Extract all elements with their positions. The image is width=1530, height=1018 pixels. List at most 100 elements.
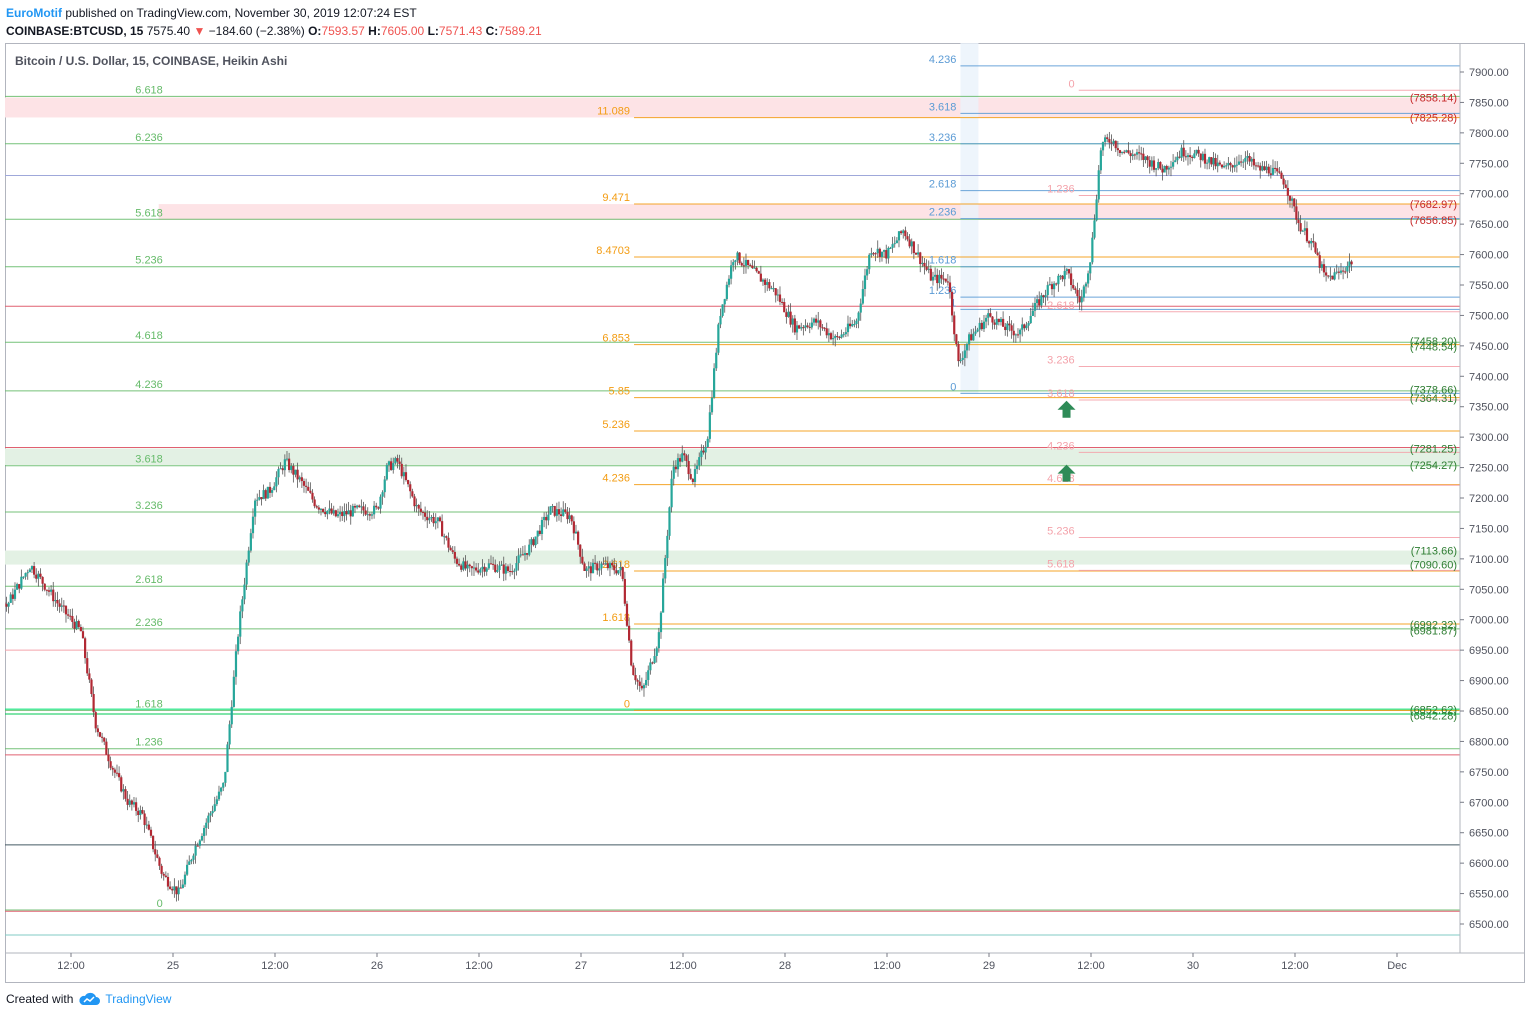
- candle-down: [432, 516, 435, 524]
- candle-down: [564, 509, 567, 512]
- candle-down: [1284, 184, 1287, 188]
- candle-down: [302, 481, 306, 486]
- candle-up: [1112, 140, 1115, 144]
- candle-up: [540, 519, 544, 534]
- author-link[interactable]: EuroMotif: [6, 6, 62, 20]
- candle-down: [1133, 154, 1136, 156]
- candle-up: [961, 357, 964, 360]
- candle-down: [362, 506, 365, 511]
- price-chart[interactable]: 0 1.236 1.618 2.236 2.618 3.236 3.618 4.236 4.61…: [5, 43, 1525, 983]
- candle-up: [696, 465, 699, 470]
- tradingview-brand-link[interactable]: TradingView: [105, 992, 172, 1006]
- candle-down: [793, 318, 796, 333]
- candle-down: [980, 322, 983, 330]
- candle-down: [1002, 318, 1005, 327]
- candle-down: [1106, 137, 1109, 140]
- candle-down: [169, 886, 172, 889]
- y-tick-label: 7250.00: [1469, 463, 1509, 475]
- candle-up: [1097, 170, 1100, 200]
- open-label: O:: [308, 24, 322, 38]
- candle-up: [319, 508, 323, 510]
- candle-up: [787, 311, 790, 317]
- candle-up: [24, 573, 27, 577]
- candle-down: [919, 252, 922, 265]
- candle-up: [1065, 269, 1068, 271]
- candle-up: [1339, 270, 1343, 273]
- candle-up: [1025, 325, 1028, 329]
- candle-up: [122, 789, 125, 792]
- candle-down: [464, 561, 467, 569]
- candle-down: [502, 564, 505, 574]
- candle-down: [509, 570, 512, 572]
- candle-down: [1042, 295, 1045, 298]
- candle-down: [1148, 160, 1151, 167]
- candle-up: [466, 564, 469, 569]
- candle-down: [358, 505, 361, 507]
- candle-down: [579, 544, 582, 557]
- candle-down: [679, 458, 682, 462]
- candle-up: [670, 478, 673, 508]
- candle-down: [349, 510, 352, 517]
- candle-down: [460, 565, 463, 570]
- candle-up: [1303, 228, 1306, 231]
- candle-down: [1055, 283, 1058, 285]
- candle-up: [965, 343, 969, 351]
- candle-up: [383, 479, 386, 493]
- candle-up: [186, 864, 189, 875]
- candle-up: [326, 510, 329, 515]
- candle-down: [1210, 157, 1213, 165]
- candle-down: [1231, 165, 1234, 168]
- candle-down: [35, 574, 38, 579]
- y-tick-label: 7150.00: [1469, 523, 1509, 535]
- candle-up: [876, 248, 879, 254]
- symbol-line: COINBASE:BTCUSD, 15 7575.40 ▼ −184.60 (−…: [6, 24, 542, 38]
- candle-up: [727, 278, 731, 285]
- candle-up: [1144, 156, 1147, 160]
- candle-up: [543, 516, 546, 520]
- candle-down: [923, 262, 926, 267]
- candle-up: [927, 268, 930, 270]
- candle-down: [936, 274, 939, 284]
- candle-up: [1301, 230, 1304, 232]
- candle-down: [628, 625, 631, 641]
- candle-up: [734, 260, 737, 263]
- candle-up: [192, 855, 195, 860]
- candle-down: [849, 323, 852, 327]
- candle-up: [254, 500, 257, 517]
- candle-down: [309, 490, 312, 493]
- candle-down: [113, 769, 116, 773]
- candle-down: [989, 313, 992, 317]
- candle-down: [135, 802, 138, 811]
- price-level-label: (7090.60): [1410, 560, 1457, 572]
- candle-down: [1282, 178, 1285, 185]
- candle-up: [587, 566, 590, 569]
- candle-down: [90, 679, 93, 695]
- candle-down: [1288, 195, 1292, 201]
- candle-down: [802, 327, 805, 329]
- candle-down: [1327, 275, 1330, 277]
- candle-down: [1016, 334, 1020, 336]
- candle-down: [764, 279, 767, 285]
- y-tick-label: 7200.00: [1469, 493, 1509, 505]
- candle-down: [160, 865, 163, 874]
- candle-down: [79, 627, 82, 632]
- candle-down: [640, 685, 643, 689]
- candle-down: [18, 584, 21, 589]
- candle-up: [237, 636, 240, 652]
- candle-down: [815, 318, 818, 323]
- x-tick-label: 27: [575, 960, 587, 972]
- candle-down: [623, 578, 626, 604]
- down-triangle-icon: ▼: [193, 24, 206, 38]
- candle-down: [908, 239, 911, 247]
- candle-up: [232, 676, 235, 707]
- candle-up: [1044, 295, 1047, 298]
- candle-down: [470, 566, 473, 569]
- candle-down: [103, 737, 106, 742]
- candle-down: [1254, 165, 1258, 167]
- y-tick-label: 7000.00: [1469, 615, 1509, 627]
- fib-level-label: 1: [950, 297, 956, 309]
- candle-up: [1335, 271, 1338, 273]
- candle-up: [619, 567, 622, 571]
- candle-up: [1180, 147, 1183, 158]
- candle-down: [957, 344, 960, 362]
